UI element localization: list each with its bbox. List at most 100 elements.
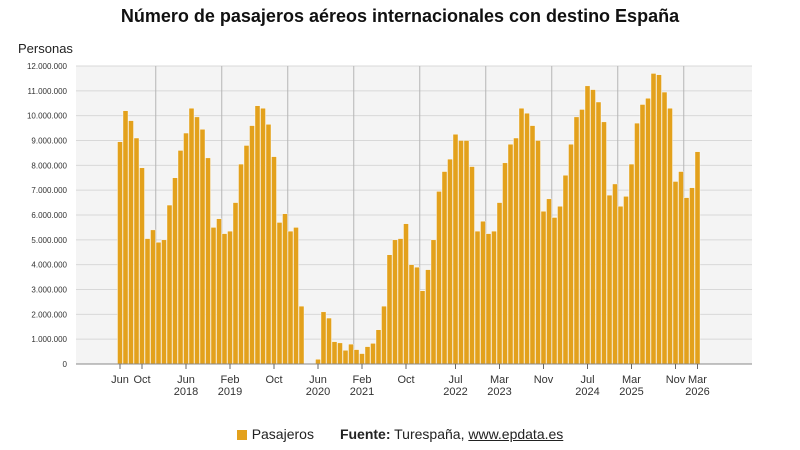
bar-chart: 0 1.000.000 2.000.000 3.000.000 4.000.000 5.0… <box>27 62 752 398</box>
bar <box>271 156 277 365</box>
x-tick-year-label: 2020 <box>306 386 330 398</box>
bar <box>397 238 404 365</box>
x-tick-year-label: 2021 <box>350 386 374 398</box>
bar <box>689 187 695 365</box>
bar <box>518 108 525 365</box>
bar <box>447 158 453 365</box>
y-tick-label: 6.000.000 <box>31 211 67 220</box>
y-tick-label: 11.000.000 <box>28 87 68 96</box>
y-tick-label: 0 <box>63 360 68 369</box>
bar <box>414 266 420 365</box>
bar <box>628 163 635 365</box>
bar <box>694 151 701 365</box>
bar <box>579 109 585 365</box>
y-tick-label: 1.000.000 <box>31 335 67 344</box>
bar <box>386 254 393 365</box>
bar <box>617 206 624 365</box>
y-tick-label: 12.000.000 <box>27 62 68 71</box>
legend: Pasajeros Fuente: Turespaña, www.epdata.e… <box>0 426 800 442</box>
bar <box>529 125 536 365</box>
bar <box>353 349 360 365</box>
bar <box>557 206 563 365</box>
bar <box>507 144 514 365</box>
bar <box>441 171 448 365</box>
bar <box>243 145 250 365</box>
bar <box>161 239 167 365</box>
bar <box>122 110 129 365</box>
y-axis-label: Personas <box>18 41 73 56</box>
bar <box>183 132 189 365</box>
x-tick-label: Feb <box>221 374 240 386</box>
bar <box>458 140 464 365</box>
bar <box>155 242 162 365</box>
x-tick-label: Oct <box>397 374 414 386</box>
x-tick-year-label: 2026 <box>685 386 709 398</box>
y-tick-label: 2.000.000 <box>31 310 67 319</box>
bar <box>150 229 156 365</box>
y-tick-label: 8.000.000 <box>31 161 67 170</box>
bar <box>430 239 437 365</box>
bar <box>293 227 299 365</box>
source-link[interactable]: www.epdata.es <box>468 426 564 442</box>
x-tick-label: Oct <box>265 374 282 386</box>
bar <box>601 121 607 365</box>
bar <box>595 101 602 365</box>
year-boundary-lines <box>155 66 685 364</box>
bar <box>623 196 629 365</box>
bar <box>348 343 354 365</box>
x-tick-label: Mar <box>688 374 707 386</box>
y-tick-label: 5.000.000 <box>31 236 67 245</box>
y-tick-label: 9.000.000 <box>31 137 67 146</box>
bar <box>546 198 552 365</box>
x-tick-label: Jul <box>448 374 462 386</box>
bar <box>238 163 244 365</box>
x-tick-label: Jun <box>177 374 195 386</box>
x-tick-label: Jun <box>309 374 327 386</box>
bar <box>474 230 481 365</box>
bar <box>392 239 398 365</box>
bar <box>639 104 646 365</box>
bar <box>403 223 409 365</box>
bar <box>436 191 442 365</box>
bar <box>194 116 200 365</box>
bar <box>606 194 613 365</box>
bar <box>216 218 222 365</box>
bar <box>188 108 195 365</box>
bar <box>590 89 596 365</box>
bar <box>128 120 134 365</box>
legend-swatch <box>236 430 247 440</box>
bar <box>172 177 178 365</box>
legend-series-label: Pasajeros <box>251 426 314 442</box>
x-tick-year-label: 2023 <box>487 386 511 398</box>
y-tick-label: 7.000.000 <box>31 186 67 195</box>
bar <box>645 98 651 365</box>
bar <box>469 166 475 365</box>
chart-title: Número de pasajeros aéreos internacional… <box>120 6 680 26</box>
bar <box>265 124 272 365</box>
bar <box>667 108 673 365</box>
bar-series-pasajeros <box>117 73 701 365</box>
bar <box>249 125 255 365</box>
bar <box>452 134 459 365</box>
bar <box>139 167 145 365</box>
bar <box>320 311 327 365</box>
bar <box>326 317 332 365</box>
bar <box>359 353 365 365</box>
bar <box>502 162 508 365</box>
bar <box>227 230 233 365</box>
bar <box>166 204 173 365</box>
bar <box>425 269 431 365</box>
bar <box>551 217 558 365</box>
bar <box>634 122 640 365</box>
source-text: Turespaña, <box>390 426 469 442</box>
bar <box>683 197 690 365</box>
bar <box>232 202 239 365</box>
bar <box>491 230 497 365</box>
bar <box>144 238 151 365</box>
bar <box>276 222 283 365</box>
bar <box>199 129 206 365</box>
bar <box>540 211 547 365</box>
x-tick-year-label: 2024 <box>575 386 599 398</box>
bar <box>584 85 591 365</box>
